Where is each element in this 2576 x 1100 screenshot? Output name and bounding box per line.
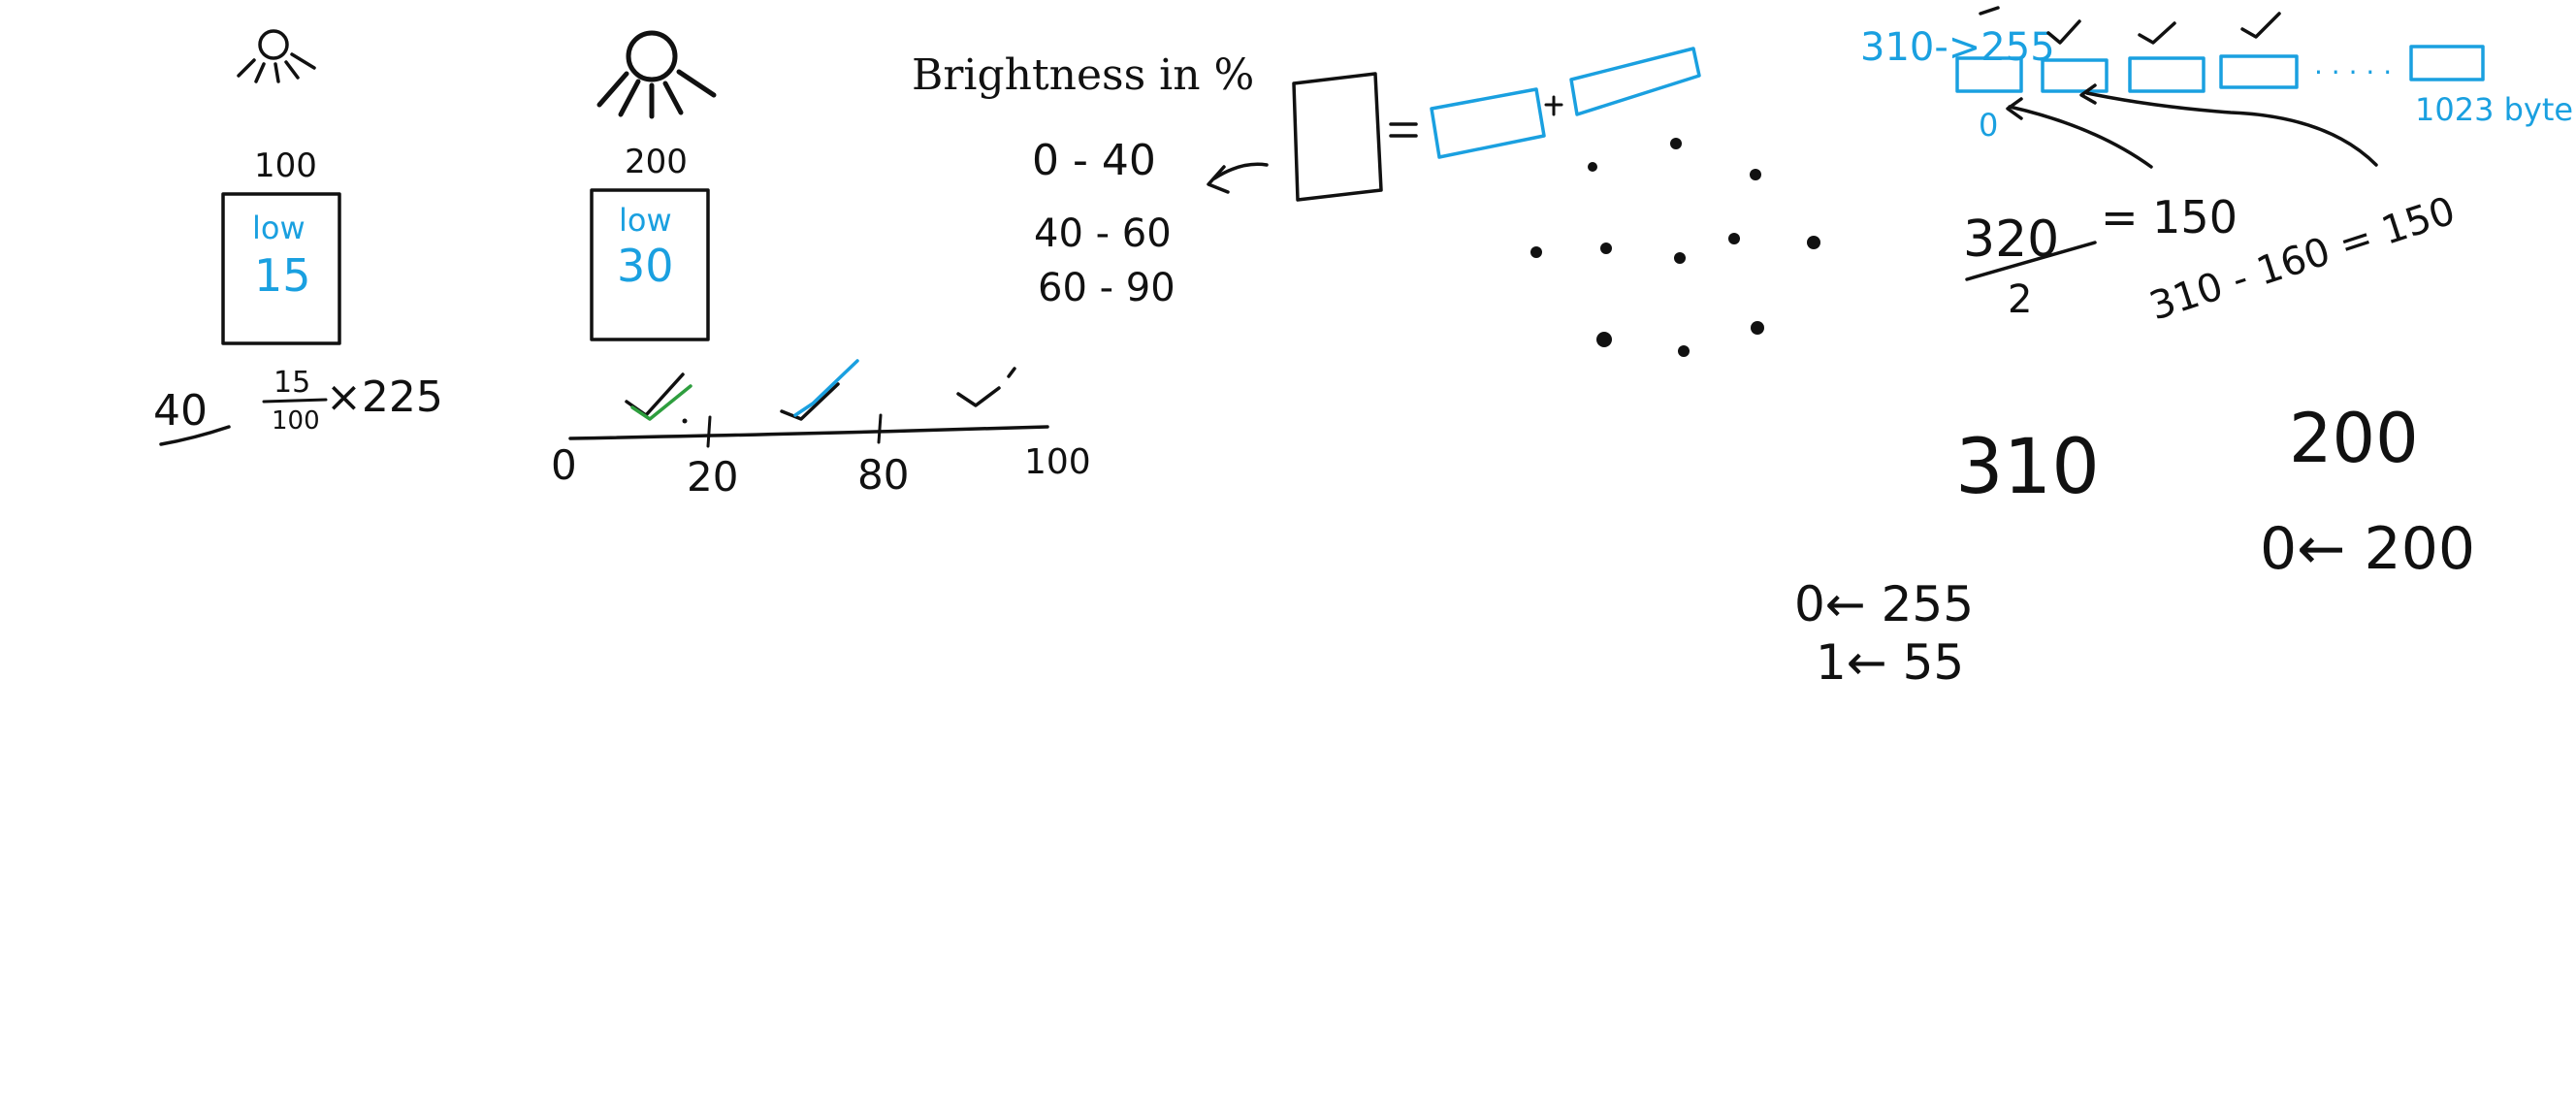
- brightness-range-1: 0 - 40: [1032, 136, 1156, 185]
- equals-sign: [1389, 122, 1418, 138]
- underlined-value: 40: [153, 386, 208, 436]
- box1-low-value: 15: [254, 249, 311, 302]
- memory-cell-3: [2219, 54, 2299, 89]
- memory-cell-1: [2041, 58, 2109, 93]
- sun-small-value: 100: [254, 146, 317, 185]
- memory-cell-last: [2409, 45, 2485, 81]
- brightness-range-2: 40 - 60: [1034, 211, 1172, 256]
- checkmark-icon-1: [625, 372, 692, 421]
- checkmark-icon-3: [956, 367, 1016, 407]
- brightness-title: Brightness in %: [912, 50, 1254, 100]
- underline-stroke: [159, 425, 231, 446]
- fraction-bar: [262, 398, 328, 404]
- numberline-label-80: 80: [857, 451, 909, 499]
- memory-cell-2: [2128, 56, 2206, 93]
- fraction-numerator: 15: [274, 366, 310, 400]
- brightness-range-3: 60 - 90: [1038, 266, 1175, 310]
- sun-large-icon: [596, 30, 717, 119]
- dot-cluster: [1530, 138, 1820, 357]
- box-2: [590, 188, 710, 341]
- big-310: 310: [1955, 424, 2100, 511]
- memory-last-label: 1023 byte: [2415, 91, 2573, 128]
- blue-slanted-rect-2: [1569, 47, 1701, 116]
- numberline-label-0: 0: [551, 441, 577, 489]
- fraction-denominator: 100: [272, 406, 320, 436]
- numberline-label-100: 100: [1024, 442, 1091, 482]
- sun-small-icon: [237, 29, 316, 83]
- box2-low-label: low: [619, 202, 672, 239]
- memory-ellipsis: . . . . .: [2314, 49, 2392, 81]
- box2-low-value: 30: [617, 240, 674, 292]
- multiplier-text: ×225: [326, 372, 443, 422]
- memory-cells: [1955, 45, 2485, 93]
- checkmark-icon-2: [780, 359, 859, 421]
- memory-arrows: [2006, 83, 2378, 169]
- number-line: [568, 425, 1049, 440]
- numberline-tick-20: [706, 415, 712, 448]
- map-0-255: 0← 255: [1794, 576, 1974, 632]
- box1-low-label: low: [252, 210, 306, 246]
- blue-slanted-rect-1: [1430, 87, 1546, 159]
- numberline-dot: [682, 418, 688, 424]
- box-1: [221, 192, 341, 345]
- memory-equals-result: = 150: [2101, 191, 2238, 243]
- sun-large-value: 200: [625, 143, 688, 181]
- arrow-icon: [1207, 162, 1269, 194]
- tall-rect: [1292, 72, 1383, 202]
- memory-fraction-bar: [1965, 241, 2097, 281]
- checkmark-icon-row: [1979, 6, 2281, 45]
- map-0-200: 0← 200: [2260, 515, 2475, 583]
- map-1-55: 1← 55: [1816, 634, 1964, 691]
- memory-fraction-denominator: 2: [2008, 277, 2032, 322]
- numberline-tick-80: [877, 413, 883, 444]
- memory-cell-0: [1955, 56, 2023, 93]
- plus-sign: [1544, 95, 1563, 116]
- numberline-label-20: 20: [687, 453, 738, 501]
- memory-fraction-numerator: 320: [1963, 210, 2059, 269]
- memory-first-index: 0: [1979, 107, 1998, 144]
- big-200: 200: [2289, 399, 2419, 478]
